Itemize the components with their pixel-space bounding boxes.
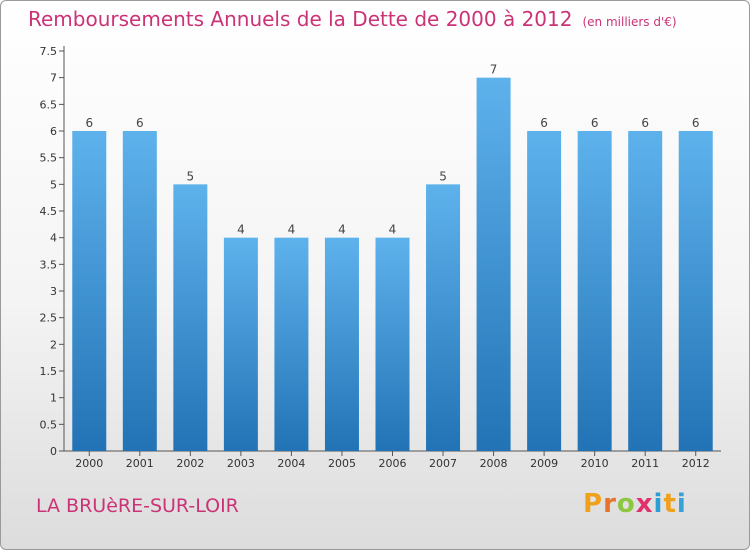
data-label: 6	[692, 116, 700, 130]
data-label: 4	[389, 223, 397, 237]
x-tick-label: 2011	[631, 457, 659, 470]
y-tick-label: 3.5	[40, 258, 58, 271]
y-tick-label: 3	[50, 285, 57, 298]
logo-letter: o	[616, 489, 636, 519]
y-tick-label: 4.5	[40, 205, 58, 218]
x-tick-label: 2006	[379, 457, 407, 470]
proxiti-logo: Proxiti	[583, 489, 687, 519]
bar	[375, 237, 410, 451]
logo-letter: t	[663, 489, 677, 519]
bar	[274, 237, 309, 451]
bar	[324, 237, 359, 451]
data-label: 6	[540, 116, 548, 130]
y-tick-label: 0.5	[40, 418, 58, 431]
y-tick-label: 5	[50, 178, 57, 191]
data-label: 5	[439, 169, 447, 183]
x-tick-label: 2002	[176, 457, 204, 470]
y-tick-label: 5.5	[40, 152, 58, 165]
bar	[122, 131, 157, 451]
logo-letter: i	[676, 489, 687, 519]
y-tick-label: 6.5	[40, 98, 58, 111]
logo-letter: P	[583, 489, 604, 519]
x-tick-label: 2000	[75, 457, 103, 470]
bar	[678, 131, 713, 451]
y-tick-label: 7.5	[40, 45, 58, 58]
axes: 0 0.5 1 1.5 2 2.5 3 3.5 4 4.5 5 5.5 6 6.5 7 7.5 2000 2001…	[40, 45, 721, 470]
y-tick-label: 1	[50, 392, 57, 405]
data-label: 4	[288, 223, 296, 237]
bars-group	[72, 77, 713, 452]
logo-letter: x	[635, 489, 654, 519]
x-tick-label: 2009	[530, 457, 558, 470]
data-label: 4	[237, 223, 245, 237]
x-tick-label: 2008	[480, 457, 508, 470]
x-tick-label: 2012	[682, 457, 710, 470]
logo-letter: r	[603, 489, 617, 519]
logo-letter: i	[653, 489, 664, 519]
data-label: 6	[641, 116, 649, 130]
bar	[527, 131, 562, 451]
data-label: 6	[136, 116, 144, 130]
bar	[476, 77, 511, 452]
y-tick-label: 6	[50, 125, 57, 138]
data-label: 6	[591, 116, 599, 130]
data-label: 4	[338, 223, 346, 237]
y-tick-label: 0	[50, 445, 57, 458]
bar	[577, 131, 612, 451]
x-tick-label: 2001	[126, 457, 154, 470]
bar	[173, 184, 208, 452]
data-labels-group: 6 6 5 4 4 4 4 5 7 6 6 6 6	[85, 63, 699, 237]
chart-title-text: Remboursements Annuels de la Dette de 20…	[28, 7, 573, 31]
chart-title: Remboursements Annuels de la Dette de 20…	[28, 7, 677, 31]
data-label: 7	[490, 63, 498, 77]
chart-unit: (en milliers d'€)	[582, 15, 677, 29]
x-tick-label: 2004	[277, 457, 305, 470]
x-tick-label: 2007	[429, 457, 457, 470]
data-label: 5	[187, 169, 195, 183]
y-tick-label: 4	[50, 232, 57, 245]
data-label: 6	[85, 116, 93, 130]
x-tick-label: 2005	[328, 457, 356, 470]
bar	[426, 184, 461, 452]
x-tick-label: 2010	[581, 457, 609, 470]
bar	[223, 237, 258, 451]
y-tick-label: 2	[50, 338, 57, 351]
y-tick-label: 7	[50, 72, 57, 85]
y-tick-label: 2.5	[40, 312, 58, 325]
y-tick-label: 1.5	[40, 365, 58, 378]
commune-name: LA BRUèRE-SUR-LOIR	[36, 495, 239, 517]
bar	[72, 131, 107, 451]
bar	[628, 131, 663, 451]
x-tick-label: 2003	[227, 457, 255, 470]
